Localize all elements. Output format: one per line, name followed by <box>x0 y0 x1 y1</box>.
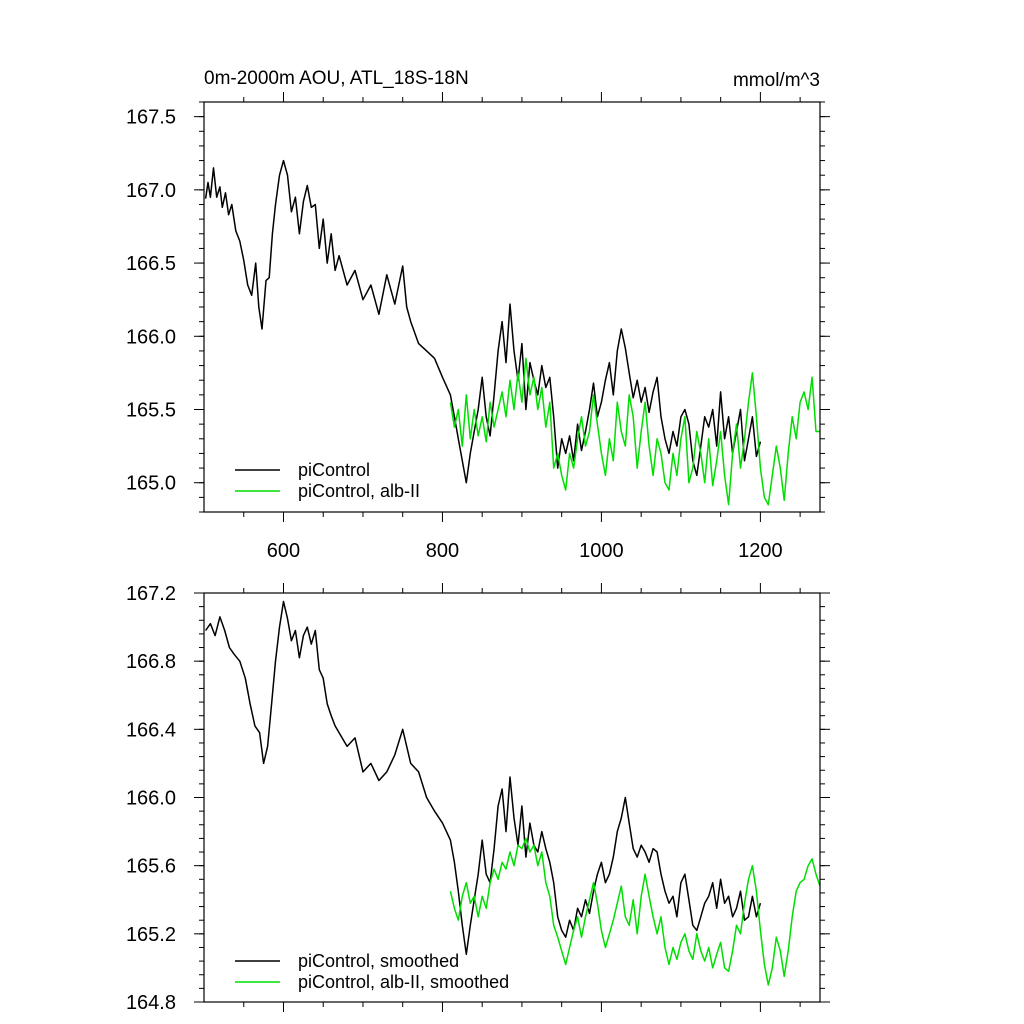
top-xtick-label: 600 <box>267 540 300 562</box>
bottom-ytick-label: 166.8 <box>126 651 176 673</box>
bottom-ytick-label: 166.4 <box>126 719 176 741</box>
bottom-axes-layer: 164.8 165.2 165.6 166.0 166.4 166.8 167.2 <box>126 583 830 1014</box>
top-title-right: mmol/m^3 <box>733 70 820 91</box>
bottom-series-layer <box>204 600 821 986</box>
bottom-ytick-label: 166.0 <box>126 788 176 810</box>
top-ytick-label: 167.5 <box>126 107 176 129</box>
top-xtick-label: 1200 <box>738 540 783 562</box>
bottom-ytick-label: 165.2 <box>126 924 176 946</box>
top-plot-frame <box>203 101 821 513</box>
top-xtick-label: 1000 <box>579 540 624 562</box>
bottom-series-line-1 <box>204 600 762 956</box>
top-series-line-2 <box>449 357 820 506</box>
bottom-plot-frame <box>203 592 821 1003</box>
top-legend: piControl piControl, alb-II <box>235 460 420 501</box>
bottom-ytick-label: 164.8 <box>126 992 176 1014</box>
top-ytick-label: 165.5 <box>126 400 176 422</box>
top-xtick-label: 800 <box>426 540 459 562</box>
top-legend-label-1: piControl <box>298 460 370 480</box>
bottom-legend-label-2: piControl, alb-II, smoothed <box>298 972 509 992</box>
bottom-ytick-label: 167.2 <box>126 583 176 605</box>
top-ytick-label: 165.0 <box>126 473 176 495</box>
top-series-layer <box>204 159 820 506</box>
panel-top: 0m-2000m AOU, ATL_18S-18N mmol/m^3 165.0… <box>126 68 830 562</box>
top-series-line-1 <box>204 159 762 484</box>
panel-bottom: 164.8 165.2 165.6 166.0 166.4 166.8 167.2 piCo… <box>126 583 830 1014</box>
bottom-legend-label-1: piControl, smoothed <box>298 951 459 971</box>
top-ytick-label: 167.0 <box>126 180 176 202</box>
bottom-legend: piControl, smoothed piControl, alb-II, s… <box>235 951 509 992</box>
top-legend-label-2: piControl, alb-II <box>298 481 420 501</box>
top-ytick-label: 166.0 <box>126 326 176 348</box>
top-axes-layer: 165.0 165.5 166.0 166.5 167.0 167.5 600 800 1000… <box>126 92 830 562</box>
bottom-series-line-2 <box>449 837 821 986</box>
top-ytick-label: 166.5 <box>126 253 176 275</box>
top-title-left: 0m-2000m AOU, ATL_18S-18N <box>204 68 469 89</box>
bottom-ytick-label: 165.6 <box>126 856 176 878</box>
